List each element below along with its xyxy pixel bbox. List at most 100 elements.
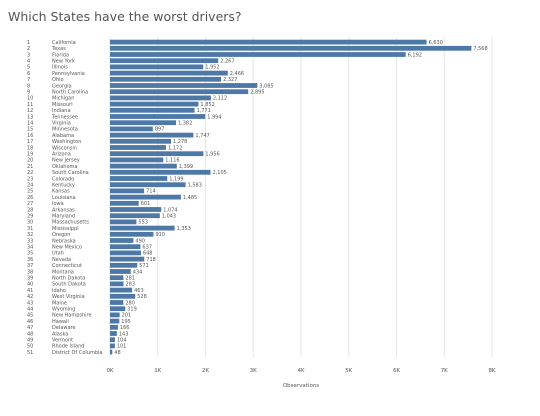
rank-label: 3 [27, 52, 30, 58]
bar[interactable] [110, 337, 115, 343]
state-label: Nebraska [52, 238, 76, 244]
bar[interactable] [110, 306, 126, 312]
bar-value-label: 714 [146, 189, 156, 195]
state-label: Idaho [52, 288, 66, 294]
bar-value-label: 2,267 [220, 59, 234, 65]
bar-value-label: 2,466 [230, 71, 244, 77]
rank-label: 48 [27, 331, 33, 337]
bar[interactable] [110, 300, 124, 305]
bar[interactable] [110, 318, 120, 324]
rank-label: 46 [27, 319, 33, 325]
bar[interactable] [110, 58, 219, 64]
bar[interactable] [110, 169, 211, 175]
rank-label: 23 [27, 176, 33, 182]
state-label: New Hampshire [52, 313, 92, 319]
bar[interactable] [110, 76, 222, 82]
state-label: Washington [52, 139, 81, 145]
bar[interactable] [110, 83, 258, 88]
state-label: New York [52, 59, 75, 65]
rank-label: 7 [27, 77, 30, 83]
bar[interactable] [110, 70, 228, 76]
bar[interactable] [110, 39, 427, 45]
state-label: Colorado [52, 176, 74, 182]
x-tick-label: 0K [106, 368, 113, 374]
bar[interactable] [110, 324, 118, 330]
state-label: Missouri [52, 102, 73, 108]
bar-value-label: 1,172 [168, 145, 182, 151]
bar-value-label: 553 [138, 220, 148, 226]
bar[interactable] [110, 281, 124, 287]
bar[interactable] [110, 225, 175, 231]
bar[interactable] [110, 343, 115, 349]
bar-value-label: 1,199 [169, 176, 183, 182]
state-label: Rhode Island [52, 344, 84, 350]
bar[interactable] [110, 287, 133, 293]
state-label: Oklahoma [52, 164, 77, 170]
rank-label: 40 [27, 282, 33, 288]
bar[interactable] [110, 138, 172, 144]
bar[interactable] [110, 244, 141, 250]
bar[interactable] [110, 219, 137, 225]
bar[interactable] [110, 256, 145, 262]
bar[interactable] [110, 200, 139, 206]
x-tick-label: 7K [441, 368, 448, 374]
state-label: North Dakota [52, 276, 85, 282]
bar[interactable] [110, 126, 153, 132]
bar[interactable] [110, 52, 406, 57]
bar[interactable] [110, 349, 113, 355]
bar[interactable] [110, 182, 186, 188]
bar[interactable] [110, 269, 131, 274]
bar[interactable] [110, 157, 164, 163]
bar[interactable] [110, 145, 166, 150]
state-label: Arkansas [52, 207, 75, 213]
bar-value-label: 1,747 [195, 133, 209, 139]
bar-value-label: 1,852 [200, 102, 214, 108]
bar-value-label: 571 [139, 263, 149, 269]
rank-label: 6 [27, 71, 30, 77]
rank-label: 49 [27, 338, 33, 344]
bar[interactable] [110, 312, 120, 318]
bar[interactable] [110, 238, 134, 243]
bar[interactable] [110, 101, 199, 107]
bar[interactable] [110, 132, 194, 138]
bar[interactable] [110, 194, 181, 200]
state-label: Connecticut [52, 263, 82, 269]
bar[interactable] [110, 331, 117, 336]
state-label: Minnesota [52, 127, 78, 133]
rank-label: 47 [27, 325, 33, 331]
bar[interactable] [110, 250, 141, 256]
bar[interactable] [110, 107, 195, 113]
bar[interactable] [110, 188, 145, 194]
state-label: Ohio [52, 77, 64, 83]
bar-value-label: 319 [127, 307, 137, 313]
bar[interactable] [110, 176, 168, 181]
bar[interactable] [110, 120, 176, 126]
state-label: Michigan [52, 96, 74, 102]
bar[interactable] [110, 293, 136, 299]
bar[interactable] [110, 163, 177, 169]
x-tick-label: 6K [393, 368, 400, 374]
bar[interactable] [110, 262, 138, 268]
state-label: Iowa [52, 201, 64, 207]
rank-label: 24 [27, 183, 33, 189]
bar[interactable] [110, 114, 206, 119]
rank-label: 20 [27, 158, 33, 164]
rank-label: 33 [27, 238, 33, 244]
rank-label: 5 [27, 65, 30, 71]
bar[interactable] [110, 151, 204, 157]
x-tick-label: 5K [345, 368, 352, 374]
state-label: Tennessee [51, 114, 78, 120]
bar[interactable] [110, 207, 162, 212]
rank-label: 27 [27, 201, 33, 207]
bar[interactable] [110, 213, 160, 219]
bar[interactable] [110, 275, 124, 281]
bar[interactable] [110, 231, 154, 237]
bar[interactable] [110, 64, 204, 70]
bar[interactable] [110, 45, 472, 51]
rank-label: 28 [27, 207, 33, 213]
rank-label: 42 [27, 294, 33, 300]
bar-value-label: 201 [122, 313, 132, 319]
state-label: California [52, 40, 76, 46]
bar[interactable] [110, 89, 249, 95]
bar[interactable] [110, 95, 211, 101]
